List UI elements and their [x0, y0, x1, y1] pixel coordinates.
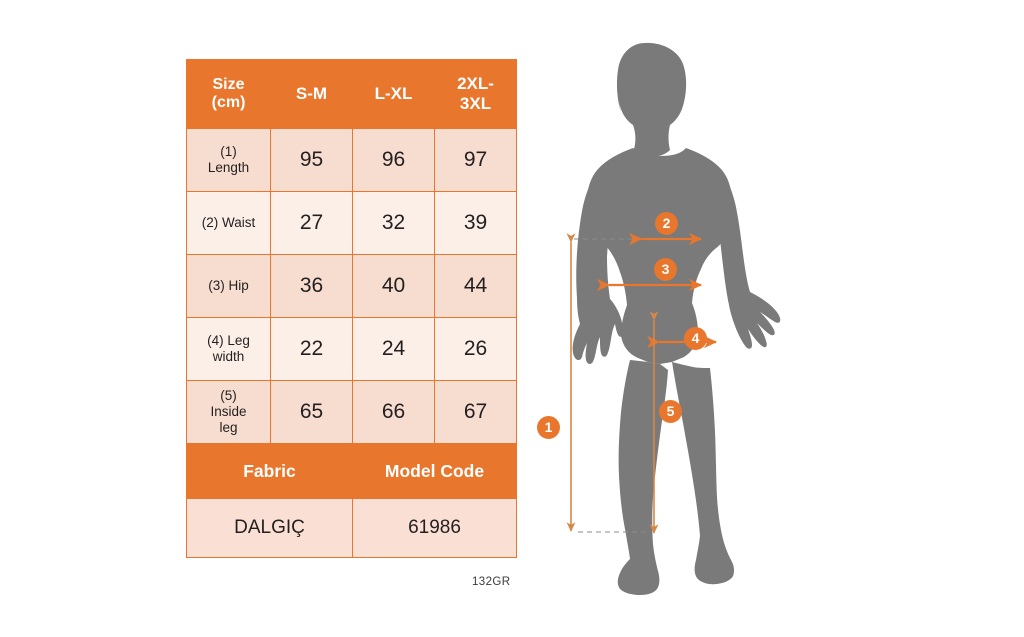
measurement-figure-panel: 1 2 3 4 5	[520, 20, 820, 620]
cell-leg-width-sm: 22	[270, 317, 353, 381]
header-size-label: Size (cm)	[186, 59, 271, 129]
measurement-arrows	[566, 232, 718, 534]
size-chart-table: Size (cm) S-M L-XL 2XL- 3XL (1) Length 9…	[186, 59, 517, 558]
cell-length-2xl3xl: 97	[434, 128, 517, 192]
cell-hip-2xl3xl: 44	[434, 254, 517, 318]
measurement-marker-5: 5	[659, 400, 682, 423]
measurement-marker-4: 4	[684, 327, 707, 350]
footer-header-model-code: Model Code	[352, 443, 517, 499]
table-footer-value-row: DALGIÇ 61986	[186, 498, 517, 558]
measurement-marker-1: 1	[537, 416, 560, 439]
measurement-marker-3: 3	[654, 258, 677, 281]
row-label-length-line2: Length	[207, 160, 250, 175]
row-label-inside-leg-line2: Inside	[210, 403, 247, 419]
header-size-line2: (cm)	[211, 94, 246, 111]
table-row-hip: (3) Hip 36 40 44	[186, 254, 517, 318]
table-header-row: Size (cm) S-M L-XL 2XL- 3XL	[186, 59, 517, 129]
row-label-hip: (3) Hip	[186, 254, 271, 318]
cell-waist-2xl3xl: 39	[434, 191, 517, 255]
table-footer-header-row: Fabric Model Code	[186, 443, 517, 499]
product-code-label: 132GR	[472, 576, 511, 588]
row-label-length-line1: (1)	[220, 143, 237, 159]
header-size-line1: Size	[212, 75, 245, 93]
row-label-inside-leg: (5) Inside leg	[186, 380, 271, 444]
row-label-leg-width-line1: (4) Leg	[207, 332, 250, 348]
header-col3-line1: 2XL-	[457, 74, 494, 94]
cell-inside-leg-sm: 65	[270, 380, 353, 444]
row-label-inside-leg-line1: (5)	[220, 387, 237, 403]
footer-header-fabric: Fabric	[186, 443, 353, 499]
cell-inside-leg-lxl: 66	[352, 380, 435, 444]
table-row-waist: (2) Waist 27 32 39	[186, 191, 517, 255]
table-row-length: (1) Length 95 96 97	[186, 128, 517, 192]
row-label-waist: (2) Waist	[186, 191, 271, 255]
row-label-leg-width-line2: width	[212, 349, 245, 364]
guide-lines	[574, 238, 650, 533]
cell-length-sm: 95	[270, 128, 353, 192]
cell-length-lxl: 96	[352, 128, 435, 192]
cell-inside-leg-2xl3xl: 67	[434, 380, 517, 444]
female-silhouette-diagram	[566, 42, 781, 595]
row-label-waist-line1: (2) Waist	[201, 214, 256, 230]
header-col3-line2: 3XL	[459, 94, 492, 113]
header-col-sm: S-M	[270, 59, 353, 129]
header-col-lxl: L-XL	[352, 59, 435, 129]
header-col-2xl3xl: 2XL- 3XL	[434, 59, 517, 129]
cell-waist-sm: 27	[270, 191, 353, 255]
cell-leg-width-lxl: 24	[352, 317, 435, 381]
cell-hip-lxl: 40	[352, 254, 435, 318]
cell-leg-width-2xl3xl: 26	[434, 317, 517, 381]
cell-waist-lxl: 32	[352, 191, 435, 255]
row-label-leg-width: (4) Leg width	[186, 317, 271, 381]
silhouette-body	[572, 42, 781, 595]
table-row-leg-width: (4) Leg width 22 24 26	[186, 317, 517, 381]
row-label-length: (1) Length	[186, 128, 271, 192]
measurement-marker-2: 2	[655, 212, 678, 235]
row-label-hip-line1: (3) Hip	[208, 277, 249, 293]
table-row-inside-leg: (5) Inside leg 65 66 67	[186, 380, 517, 444]
row-label-inside-leg-line3: leg	[219, 420, 238, 436]
cell-hip-sm: 36	[270, 254, 353, 318]
footer-value-fabric: DALGIÇ	[186, 498, 353, 558]
footer-value-model-code: 61986	[352, 498, 517, 558]
